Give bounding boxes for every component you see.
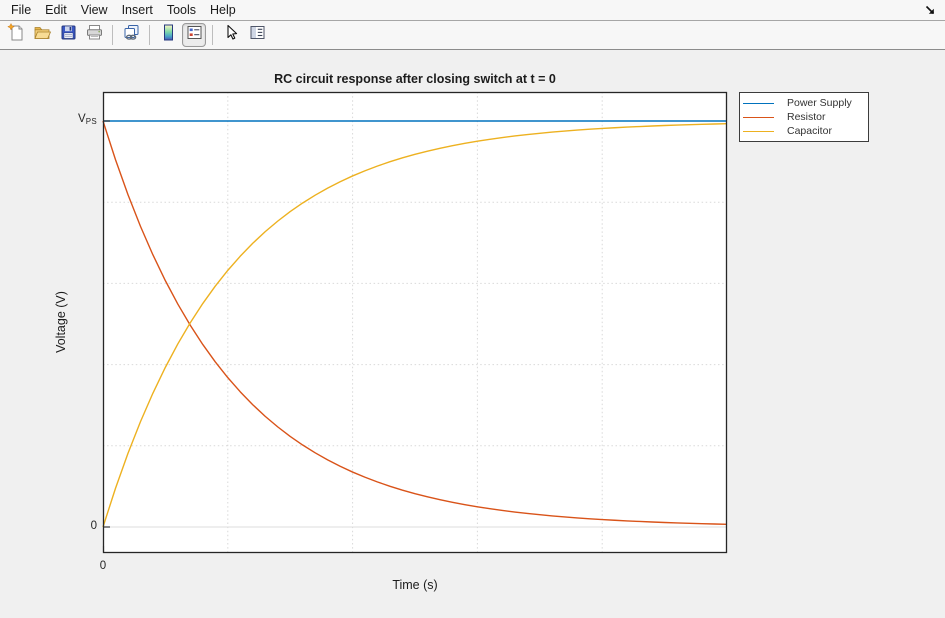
new-document-icon — [6, 22, 26, 47]
figure-canvas: RC circuit response after closing switch… — [0, 50, 945, 618]
plot-title: RC circuit response after closing switch… — [274, 72, 556, 86]
legend-line-sample — [743, 116, 774, 118]
legend-entry-power-supply: Power Supply — [743, 96, 868, 110]
legend-label: Power Supply — [787, 97, 852, 109]
save-icon — [59, 23, 78, 47]
colormap-icon — [159, 23, 178, 47]
series-capacitor — [102, 123, 728, 528]
open-folder-icon — [33, 23, 52, 47]
menu-bar: File Edit View Insert Tools Help — [0, 0, 945, 21]
legend-line-sample — [743, 102, 774, 104]
legend-icon — [185, 23, 204, 47]
y-axis-label: Voltage (V) — [54, 291, 68, 353]
legend-box: Power Supply Resistor Capacitor — [739, 92, 869, 142]
x-axis-label: Time (s) — [392, 578, 438, 592]
legend-entry-capacitor: Capacitor — [743, 124, 868, 138]
pointer-icon — [222, 23, 241, 47]
rc-response-plot — [102, 91, 728, 554]
menu-view[interactable]: View — [80, 3, 108, 17]
save-button[interactable] — [56, 23, 80, 47]
print-button[interactable] — [82, 23, 106, 47]
toolbar-separator — [112, 25, 113, 45]
figure-properties-icon — [248, 23, 267, 47]
new-document-button[interactable] — [4, 22, 28, 47]
toolbar — [0, 21, 945, 50]
print-icon — [85, 23, 104, 47]
legend-label: Capacitor — [787, 125, 832, 137]
pointer-select-button[interactable] — [219, 23, 243, 47]
menu-edit[interactable]: Edit — [45, 3, 67, 17]
legend-label: Resistor — [787, 111, 826, 123]
legend-entry-resistor: Resistor — [743, 110, 868, 124]
legend-toggle-button[interactable] — [182, 23, 206, 47]
legend-line-sample — [743, 130, 774, 132]
colormap-button[interactable] — [156, 23, 180, 47]
menu-file[interactable]: File — [11, 3, 32, 17]
copy-clipboard-button[interactable] — [119, 23, 143, 47]
toolbar-separator — [149, 25, 150, 45]
y-tick-vps: VPS — [78, 113, 97, 126]
y-tick-zero: 0 — [90, 520, 97, 532]
x-tick-zero: 0 — [99, 560, 107, 572]
toolbar-separator — [212, 25, 213, 45]
series-resistor — [102, 120, 728, 525]
menu-insert[interactable]: Insert — [121, 3, 153, 17]
figure-properties-button[interactable] — [245, 23, 269, 47]
copy-clipboard-icon — [122, 23, 141, 47]
open-file-button[interactable] — [30, 23, 54, 47]
diagonal-resize-arrow-icon[interactable] — [924, 4, 937, 17]
menu-help[interactable]: Help — [210, 3, 236, 17]
menu-tools[interactable]: Tools — [166, 3, 197, 17]
